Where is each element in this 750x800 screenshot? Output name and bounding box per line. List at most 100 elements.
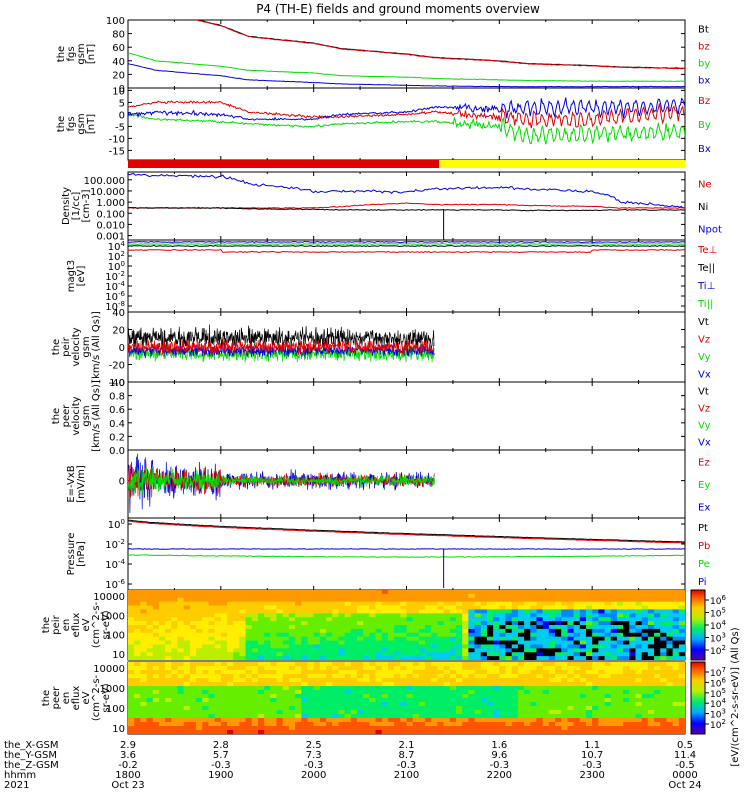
- x-axis-value: 8.7: [399, 750, 415, 761]
- spectrogram-cell: [158, 710, 166, 715]
- spectrogram-cell: [598, 617, 606, 622]
- spectrogram-cell: [542, 706, 550, 711]
- y-tick-label: -20: [109, 361, 125, 372]
- y-tick-label: 0.100: [96, 209, 125, 220]
- spectrogram-cell: [307, 718, 315, 723]
- spectrogram-cell: [449, 722, 457, 727]
- spectrogram-cell: [332, 662, 340, 667]
- spectrogram-cell: [152, 621, 160, 626]
- spectrogram-cell: [227, 590, 234, 595]
- spectrogram-cell: [189, 632, 197, 638]
- spectrogram-cell: [561, 597, 569, 603]
- spectrogram-cell: [227, 670, 234, 675]
- plot-area: [128, 20, 685, 88]
- spectrogram-cell: [499, 593, 507, 599]
- spectrogram-cell: [598, 652, 606, 657]
- spectrogram-cell: [610, 730, 618, 734]
- spectrogram-cell: [678, 597, 685, 603]
- spectrogram-cell: [530, 609, 538, 614]
- spectrogram-cell: [282, 730, 290, 734]
- spectrogram-cell: [573, 597, 581, 603]
- spectrogram-cell: [493, 656, 500, 660]
- spectrogram-cell: [375, 710, 383, 715]
- spectrogram-cell: [245, 670, 253, 675]
- spectrogram-cell: [282, 714, 290, 719]
- spectrogram-cell: [493, 694, 500, 699]
- spectrogram-cell: [641, 636, 649, 642]
- spectrogram-cell: [654, 613, 661, 618]
- spectrogram-cell: [227, 601, 234, 607]
- spectrogram-cell: [548, 730, 556, 734]
- spectrogram-cell: [288, 698, 296, 703]
- spectrogram-cell: [152, 714, 160, 719]
- spectrogram-cell: [394, 702, 401, 707]
- spectrogram-cell: [214, 656, 222, 660]
- spectrogram-cell: [344, 690, 352, 695]
- spectrogram-cell: [146, 613, 154, 618]
- spectrogram-cell: [344, 706, 352, 711]
- spectrogram-cell: [585, 597, 593, 603]
- spectrogram-cell: [177, 636, 185, 642]
- spectrogram-cell: [654, 674, 661, 679]
- spectrogram-cell: [326, 590, 333, 595]
- spectrogram-cell: [672, 718, 680, 723]
- spectrogram-cell: [313, 666, 321, 671]
- spectrogram-cell: [338, 726, 346, 731]
- spectrogram-cell: [387, 678, 395, 683]
- spectrogram-cell: [307, 632, 315, 638]
- spectrogram-cell: [579, 593, 587, 599]
- spectrogram-cell: [307, 628, 315, 634]
- spectrogram-cell: [220, 722, 228, 727]
- spectrogram-cell: [443, 628, 451, 634]
- spectrogram-cell: [647, 698, 655, 703]
- spectrogram-cell: [165, 652, 172, 657]
- spectrogram-cell: [443, 609, 451, 614]
- spectrogram-cell: [220, 617, 228, 622]
- spectrogram-cell: [245, 718, 253, 723]
- spectrogram-cell: [654, 718, 661, 723]
- spectrogram-cell: [468, 648, 476, 653]
- spectrogram-cell: [561, 710, 569, 715]
- spectrogram-cell: [548, 666, 556, 671]
- spectrogram-cell: [548, 632, 556, 638]
- spectrogram-cell: [282, 656, 290, 660]
- spectrogram-cell: [511, 706, 519, 711]
- spectrogram-cell: [536, 609, 544, 614]
- spectrogram-cell: [400, 636, 408, 642]
- spectrogram-cell: [214, 644, 222, 649]
- spectrogram-cell: [573, 628, 581, 634]
- colorbar-tick-label: 104: [710, 619, 726, 632]
- spectrogram-cell: [629, 648, 637, 653]
- legend-entry: Ey: [698, 480, 710, 491]
- spectrogram-cell: [146, 678, 154, 683]
- spectrogram-cell: [486, 698, 494, 703]
- spectrogram-cell: [616, 674, 624, 679]
- spectrogram-cell: [660, 702, 668, 707]
- y-tick-label: 0: [119, 110, 125, 121]
- y-axis-label-line: peer: [51, 686, 62, 710]
- spectrogram-cell: [313, 640, 321, 646]
- spectrogram-cell: [672, 652, 680, 657]
- spectrogram-cell: [666, 698, 674, 703]
- spectrogram-cell: [326, 670, 333, 675]
- spectrogram-cell: [326, 652, 333, 657]
- spectrogram-cell: [579, 686, 587, 691]
- spectrogram-cell: [326, 666, 333, 671]
- spectrogram-cell: [561, 605, 569, 611]
- spectrogram-cell: [641, 666, 649, 671]
- spectrogram-cell: [245, 601, 253, 607]
- spectrogram-cell: [623, 593, 630, 599]
- spectrogram-cell: [443, 632, 451, 638]
- spectrogram-cell: [400, 690, 408, 695]
- spectrogram-cell: [233, 706, 240, 711]
- spectrogram-cell: [629, 710, 637, 715]
- spectrogram-cell: [561, 706, 569, 711]
- spectrogram-cell: [152, 698, 160, 703]
- spectrogram-cell: [387, 710, 395, 715]
- spectrogram-cell: [400, 694, 408, 699]
- spectrogram-cell: [456, 605, 463, 611]
- spectrogram-cell: [598, 640, 606, 646]
- spectrogram-cell: [629, 601, 637, 607]
- spectrogram-cell: [635, 722, 643, 727]
- spectrogram-cell: [307, 640, 315, 646]
